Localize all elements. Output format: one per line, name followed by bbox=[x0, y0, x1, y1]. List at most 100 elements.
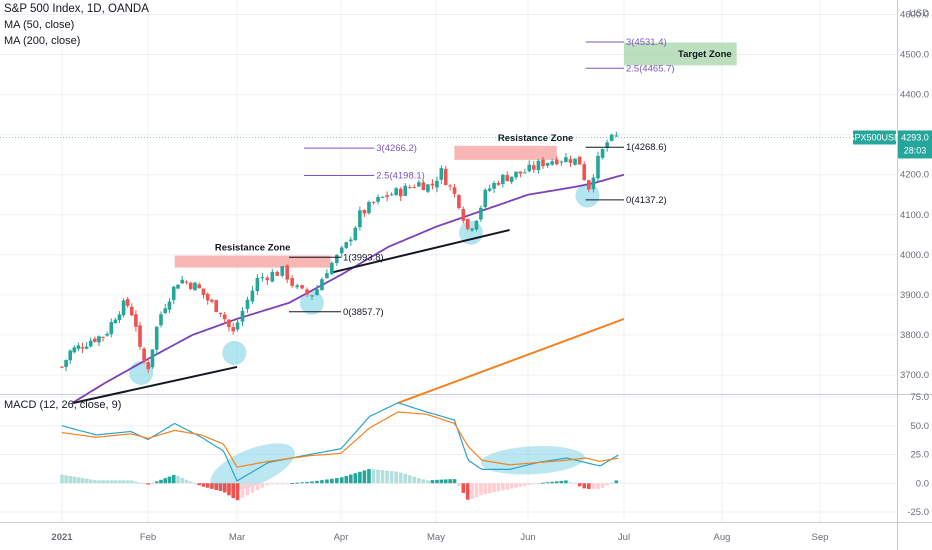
candle-body-7 bbox=[88, 340, 93, 347]
candle-body-86 bbox=[443, 168, 448, 186]
candle-body-96 bbox=[487, 188, 492, 191]
candle-body-59 bbox=[320, 279, 324, 291]
candle-body-87 bbox=[448, 185, 452, 187]
macd-hist-29 bbox=[180, 477, 185, 484]
chart-title: S&P 500 Index, 1D, OANDA bbox=[4, 3, 149, 15]
price-badge-bg bbox=[898, 130, 932, 159]
candle-body-98 bbox=[496, 182, 501, 185]
macd-hist-7 bbox=[88, 479, 93, 484]
candle-body-14 bbox=[117, 314, 122, 321]
candle-body-38 bbox=[218, 312, 223, 314]
macd-hist-58 bbox=[315, 480, 319, 484]
macd-hist-81 bbox=[421, 479, 426, 484]
fib-label-1: 0(3857.7) bbox=[343, 307, 384, 318]
candle-body-95 bbox=[483, 189, 488, 208]
x-tick-7: Aug bbox=[714, 532, 731, 543]
price-highlight-1 bbox=[222, 340, 247, 365]
macd-legend[interactable]: MACD (12, 26, close, 9) bbox=[4, 399, 122, 411]
fib-label-0: 1(3993.8) bbox=[343, 252, 384, 263]
price-zones: Resistance Zone Resistance Zone Target Zon… bbox=[174, 42, 737, 268]
candle-body-63 bbox=[339, 247, 344, 254]
ma200-legend[interactable]: MA (200, close) bbox=[4, 35, 81, 47]
macd-hist-85 bbox=[439, 479, 444, 484]
candle-body-31 bbox=[188, 282, 193, 289]
macd-hist-54 bbox=[295, 482, 299, 484]
candles bbox=[60, 131, 619, 373]
candle-body-26 bbox=[167, 301, 172, 310]
macd-hist-84 bbox=[435, 479, 439, 484]
macd-hist-102 bbox=[514, 483, 518, 488]
candle-body-97 bbox=[492, 182, 496, 189]
candle-body-67 bbox=[358, 210, 362, 228]
candle-body-73 bbox=[385, 195, 389, 197]
macd-hist-34 bbox=[201, 483, 206, 487]
macd-hist-43 bbox=[240, 483, 245, 498]
candle-body-4 bbox=[76, 345, 81, 349]
macd-hist-70 bbox=[371, 469, 376, 484]
macd-hist-86 bbox=[443, 479, 448, 484]
ma50-legend[interactable]: MA (50, close) bbox=[4, 19, 75, 31]
ma200-path bbox=[397, 317, 625, 404]
candle-body-58 bbox=[315, 289, 319, 296]
x-tick-8: Sep bbox=[812, 532, 829, 543]
macd-panel bbox=[60, 402, 619, 501]
macd-hist-62 bbox=[335, 478, 339, 484]
candle-body-101 bbox=[509, 176, 514, 183]
macd-tick-4: -25.0 bbox=[907, 507, 929, 518]
candle-body-81 bbox=[421, 182, 426, 191]
macd-hist-46 bbox=[255, 483, 260, 491]
candle-body-123 bbox=[609, 134, 614, 141]
macd-hist-64 bbox=[344, 475, 349, 484]
candle-body-66 bbox=[353, 227, 358, 241]
fib-levels: 1(3993.8) 0(3857.7) 3(4266.2) 2.5(4198.1) 1(… bbox=[289, 37, 675, 318]
fib-label-4: 1(4268.6) bbox=[626, 142, 667, 153]
macd-highlight-0 bbox=[210, 443, 295, 491]
macd-hist-38 bbox=[218, 483, 223, 492]
macd-hist-61 bbox=[330, 478, 334, 484]
x-tick-4: May bbox=[427, 532, 445, 543]
macd-hist-94 bbox=[479, 483, 483, 496]
zone-0 bbox=[174, 255, 331, 268]
macd-hist-69 bbox=[367, 469, 371, 484]
candle-body-5 bbox=[80, 347, 85, 349]
macd-hist-35 bbox=[205, 483, 210, 488]
candle-body-110 bbox=[550, 161, 554, 165]
macd-hist-92 bbox=[470, 483, 474, 499]
macd-hist-101 bbox=[509, 483, 514, 489]
macd-hist-67 bbox=[358, 471, 362, 484]
y-tick-9: 3700.0 bbox=[900, 370, 929, 381]
fib-label-2: 3(4266.2) bbox=[376, 143, 417, 154]
candle-body-118 bbox=[587, 180, 591, 190]
candle-body-29 bbox=[180, 279, 185, 284]
macd-hist-98 bbox=[496, 483, 501, 492]
macd-hist-21 bbox=[146, 483, 151, 485]
candle-body-47 bbox=[260, 277, 265, 279]
macd-hist-119 bbox=[591, 483, 596, 489]
macd-tick-2: 25.0 bbox=[911, 450, 930, 461]
macd-hist-91 bbox=[465, 483, 470, 500]
candle-body-79 bbox=[412, 187, 417, 189]
macd-hist-40 bbox=[227, 483, 231, 496]
candle-body-75 bbox=[394, 188, 398, 196]
zone-1 bbox=[454, 145, 557, 160]
candle-body-88 bbox=[452, 187, 457, 194]
candle-body-28 bbox=[176, 284, 180, 289]
macd-hist-27 bbox=[171, 474, 176, 484]
symbol-badge: SPX500USD bbox=[848, 132, 901, 142]
macd-hist-117 bbox=[582, 483, 587, 489]
macd-hist-83 bbox=[430, 480, 435, 484]
macd-tick-1: 50.0 bbox=[911, 421, 930, 432]
x-tick-6: Jul bbox=[618, 532, 630, 543]
candle-body-120 bbox=[596, 155, 600, 179]
macd-hist-77 bbox=[403, 473, 408, 484]
macd-hist-121 bbox=[600, 483, 605, 488]
macd-hist-99 bbox=[501, 483, 505, 491]
ma50-path bbox=[71, 173, 625, 404]
macd-hist-112 bbox=[559, 480, 564, 484]
macd-hist-42 bbox=[235, 483, 240, 501]
candle-body-116 bbox=[577, 156, 582, 165]
candle-body-109 bbox=[545, 162, 550, 166]
macd-hist-9 bbox=[97, 480, 101, 484]
candle-body-89 bbox=[457, 194, 461, 209]
